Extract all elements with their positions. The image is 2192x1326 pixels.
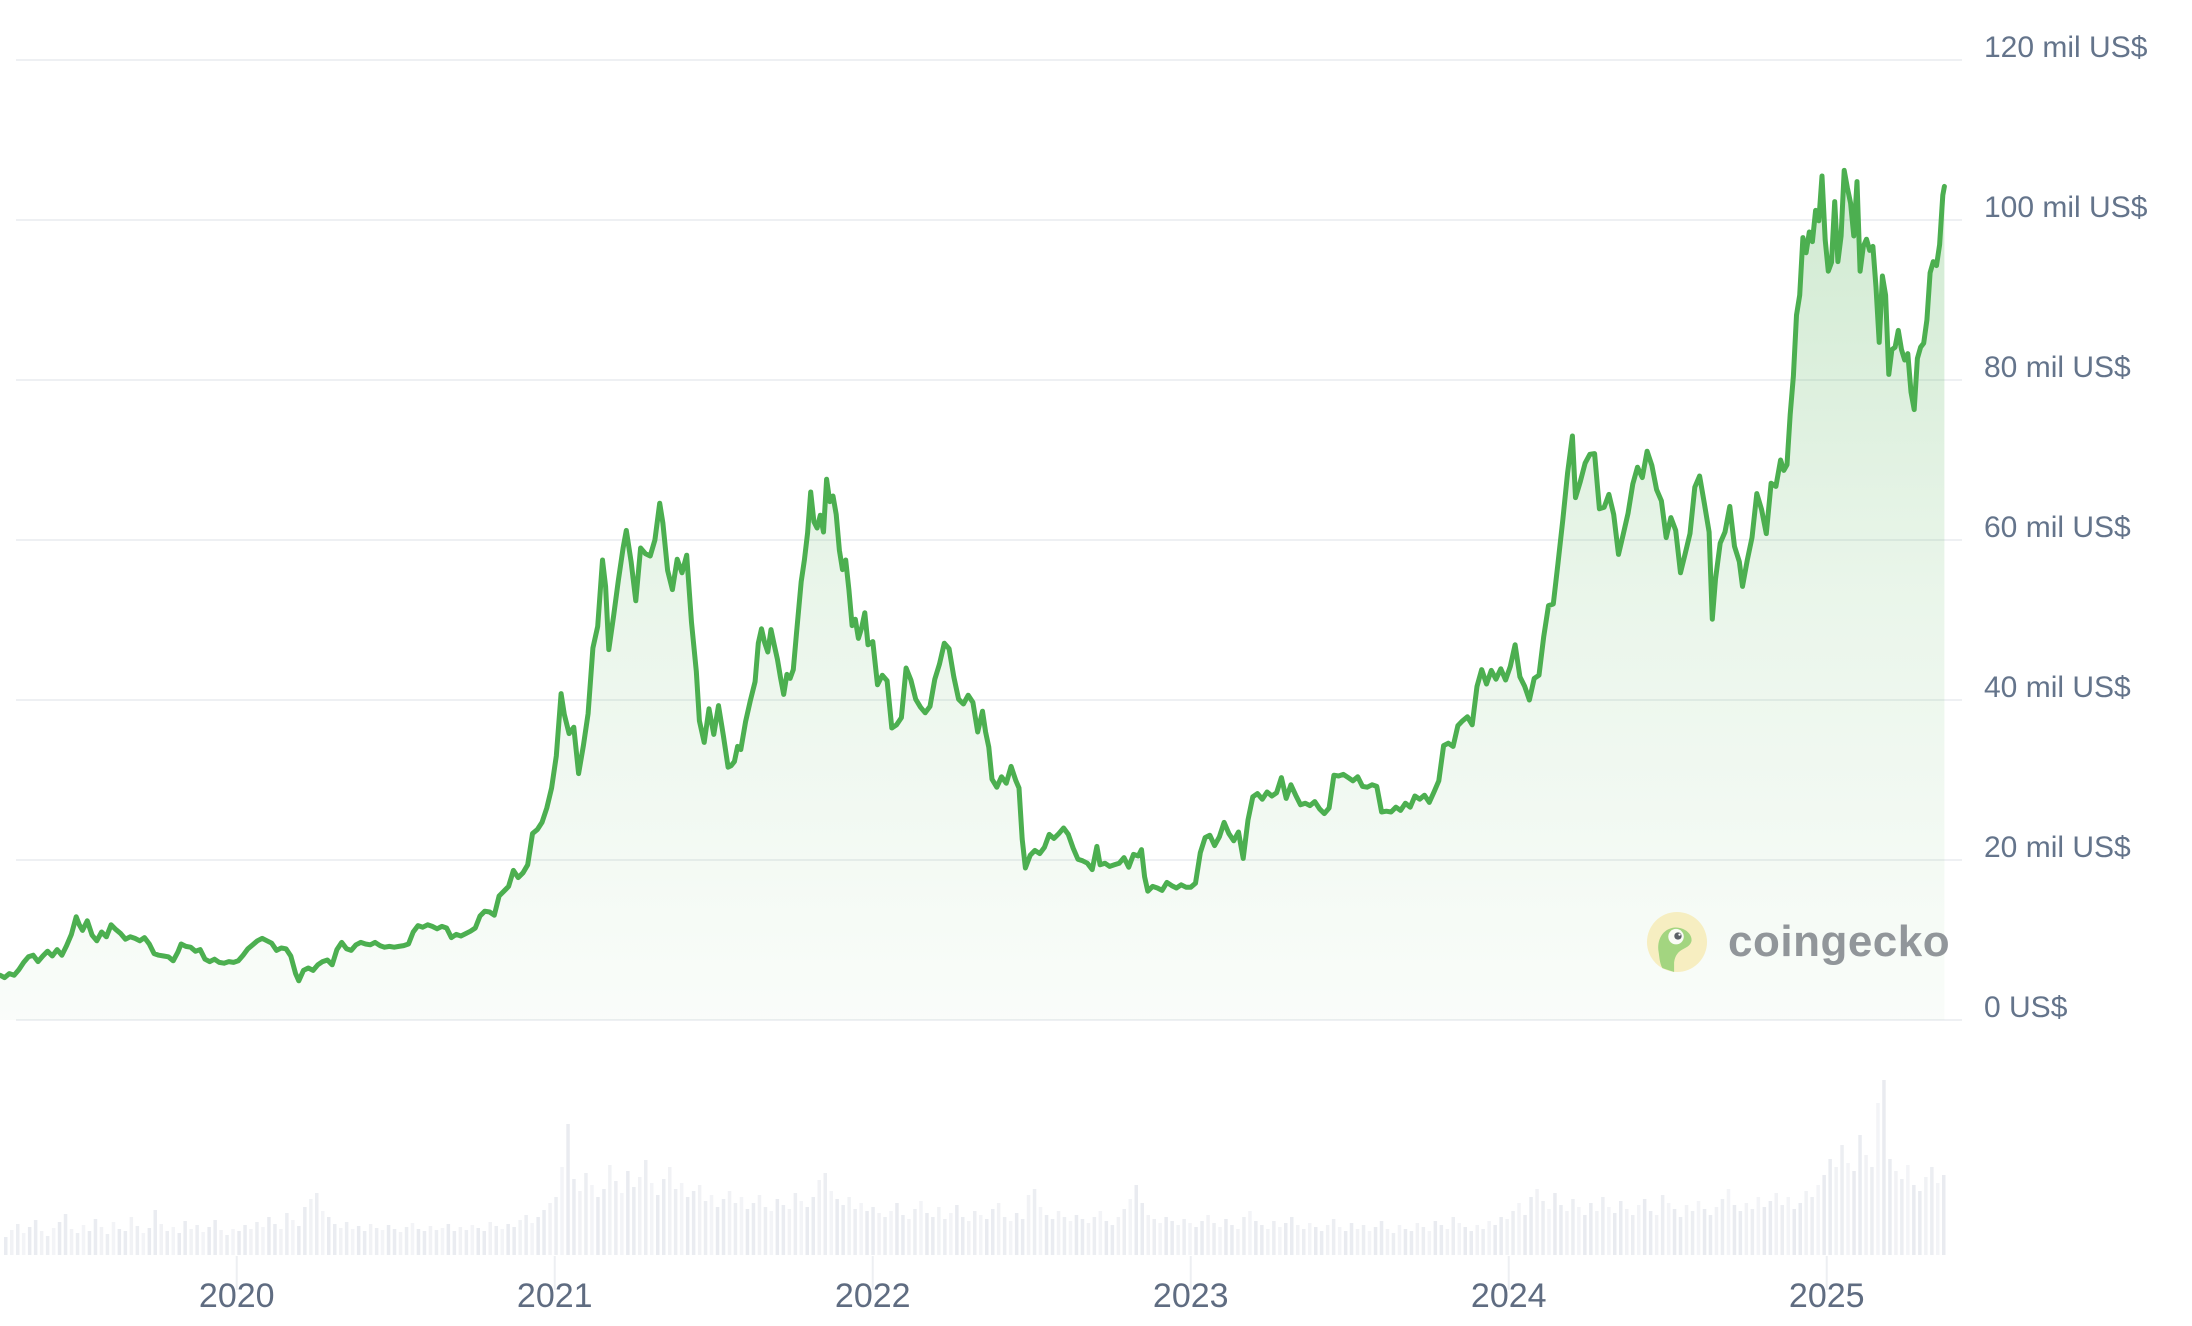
y-axis-label: 0 US$ [1984, 991, 2068, 1024]
y-axis-label: 120 mil US$ [1984, 31, 2148, 64]
price-line [0, 167, 1947, 984]
horizontal-gridlines [16, 59, 1962, 1021]
x-axis-label: 2021 [516, 1277, 593, 1315]
price-area-fill [0, 170, 1945, 1020]
coingecko-gecko-icon [1646, 911, 1708, 973]
y-axis-label: 40 mil US$ [1984, 671, 2131, 704]
x-axis-label: 2025 [1788, 1277, 1865, 1315]
x-axis-label: 2023 [1152, 1277, 1229, 1315]
x-axis-tick-marks [235, 1256, 1828, 1290]
y-axis-label: 100 mil US$ [1984, 191, 2148, 224]
x-axis-label: 2022 [834, 1277, 911, 1315]
coingecko-watermark: coingecko [1646, 910, 1950, 974]
x-axis-label: 2020 [198, 1277, 275, 1315]
x-axis-label: 2024 [1470, 1277, 1547, 1315]
y-axis-label: 20 mil US$ [1984, 831, 2131, 864]
y-axis-label: 80 mil US$ [1984, 351, 2131, 384]
volume-bars [4, 1080, 1946, 1255]
y-axis-label: 60 mil US$ [1984, 511, 2131, 544]
coingecko-wordmark: coingecko [1728, 917, 1951, 966]
